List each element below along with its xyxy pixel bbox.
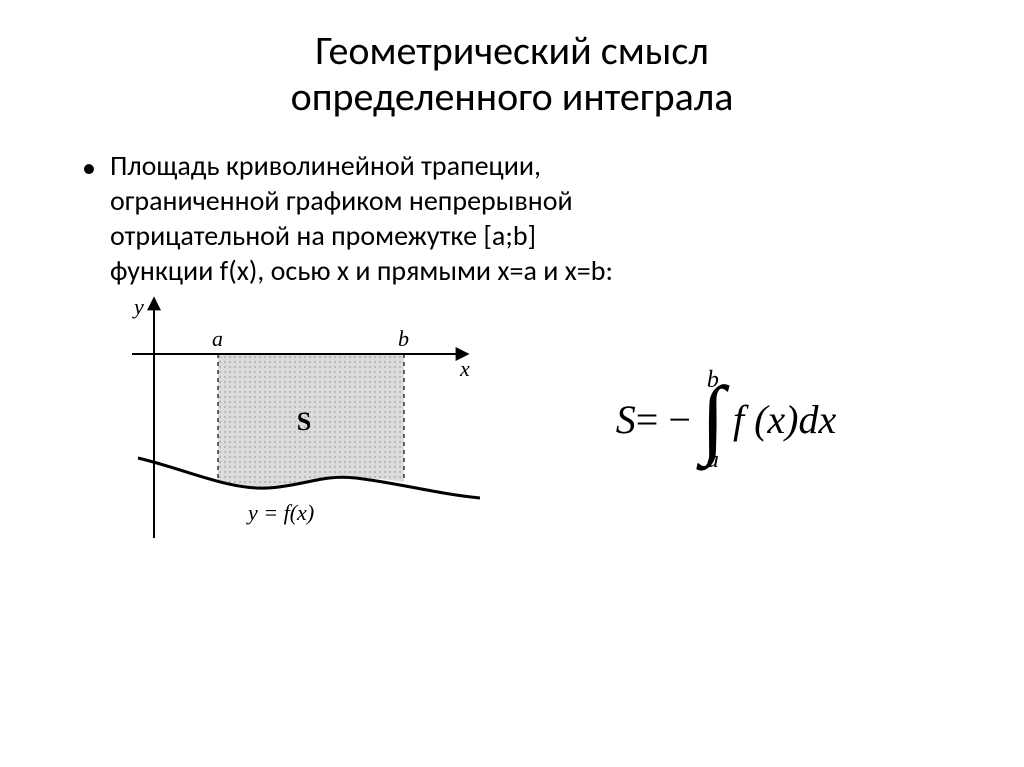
y-axis-label: y	[132, 294, 144, 319]
slide: Геометрический смысл определенного интег…	[0, 0, 1024, 767]
title-line-2: определенного интеграла	[291, 72, 734, 121]
body-line-4: функции f(x), осью x и прямыми x=a и x=b…	[110, 253, 613, 288]
formula-fx: f (x)dx	[733, 396, 836, 443]
bullet-dot: •	[82, 150, 96, 185]
slide-title: Геометрический смысл определенного интег…	[60, 28, 964, 120]
bullet-block: • Площадь криволинейной трапеции, ограни…	[60, 148, 964, 288]
body-line-1: Площадь криволинейной трапеции,	[110, 148, 541, 183]
content-row: y x a b S y = f(x) S = − b ∫ a f (x)dx	[60, 290, 964, 550]
body-line-3: отрицательной на промежутке [a;b]	[110, 218, 536, 253]
graph-svg: y x a b S y = f(x)	[108, 290, 488, 550]
formula-equals: =	[636, 396, 659, 443]
body-text: Площадь криволинейной трапеции, ограниче…	[110, 148, 613, 288]
x-axis-label: x	[459, 356, 470, 381]
formula-S: S	[616, 396, 636, 443]
integral-lower: a	[707, 448, 719, 472]
formula: S = − b ∫ a f (x)dx	[488, 368, 964, 472]
a-label: a	[212, 326, 223, 351]
integral-sign: b ∫ a	[701, 368, 725, 472]
title-line-1: Геометрический смысл	[315, 26, 708, 75]
b-label: b	[398, 326, 409, 351]
integral-graph: y x a b S y = f(x)	[108, 290, 488, 550]
region-label: S	[297, 407, 311, 436]
curve-label: y = f(x)	[246, 500, 314, 525]
body-line-2: ограниченной графиком непрерывной	[110, 183, 573, 218]
formula-minus: −	[668, 396, 691, 443]
integral-symbol: ∫	[701, 384, 725, 454]
